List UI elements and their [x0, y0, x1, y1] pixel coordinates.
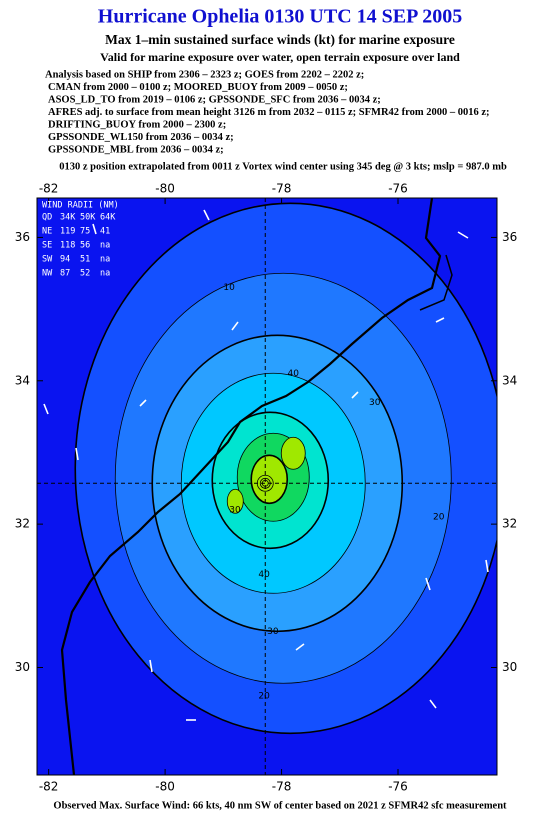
y-tick-label: 34 — [15, 373, 30, 387]
y-tick-label: 32 — [15, 517, 30, 531]
wind-field — [74, 202, 497, 734]
wind-radii-header: 64K — [100, 213, 116, 223]
wind-radii-cell: na — [100, 269, 110, 279]
x-tick-label: -78 — [272, 780, 292, 794]
wind-radii-cell: NW — [42, 269, 53, 279]
wind-radii-cell: 51 — [80, 255, 90, 265]
overlay: 40 30 20 40 30 20 10 30 -82 -82 -80 -80 -78 -78 -76 -76… — [15, 182, 518, 794]
analysis-line: GPSSONDE_WL150 from 2036 – 0034 z; — [48, 132, 234, 143]
y-tick-label: 32 — [502, 517, 517, 531]
wind-radii-cell: NE — [42, 227, 52, 237]
analysis-line: GPSSONDE_MBL from 2036 – 0034 z; — [48, 144, 224, 155]
wind-barbs — [43, 209, 489, 721]
wind-radii-header: QD — [42, 213, 52, 223]
wind-radii-header: 50K — [80, 213, 96, 223]
title: Hurricane Ophelia 0130 UTC 14 SEP 2005 — [98, 6, 462, 28]
plot-frame — [36, 197, 498, 776]
y-tick-label: 30 — [15, 660, 30, 674]
footer: Observed Max. Surface Wind: 66 kts, 40 n… — [53, 800, 507, 811]
x-tick-label: -76 — [388, 182, 408, 196]
x-tick-label: -82 — [39, 780, 59, 794]
wind-radii-cell: 94 — [60, 255, 70, 265]
analysis-notes: Analysis based on SHIP from 2306 – 2323 … — [45, 69, 490, 155]
contour-label: 10 — [223, 283, 235, 293]
wind-radii-title: WIND RADII (NM) — [42, 201, 119, 211]
contour-label: 30 — [369, 398, 381, 408]
wind-max — [280, 436, 306, 470]
wind-radii-cell: 41 — [100, 227, 110, 237]
wind-radii-cell: 56 — [80, 241, 90, 251]
y-tick-label: 36 — [502, 230, 517, 244]
y-tick-label: 36 — [15, 230, 30, 244]
wind-contour — [250, 454, 289, 505]
contour-label: 40 — [287, 369, 299, 379]
wind-radii-header: 34K — [60, 213, 76, 223]
x-tick-label: -76 — [388, 780, 408, 794]
contour-label: 20 — [433, 512, 445, 522]
x-tick-label: -78 — [272, 182, 292, 196]
wind-radii-cell: SE — [42, 241, 52, 251]
analysis-line: CMAN from 2000 – 0100 z; MOORED_BUOY fro… — [48, 82, 348, 93]
wind-radii-cell: SW — [42, 255, 53, 265]
wind-radii-cell: na — [100, 241, 110, 251]
y-tick-label: 30 — [502, 660, 517, 674]
wind-radii-cell: 75 — [80, 227, 90, 237]
subtitle: Valid for marine exposure over water, op… — [100, 50, 460, 64]
wind-radii-cell: 119 — [60, 227, 75, 237]
analysis-line: AFRES adj. to surface from mean height 3… — [48, 107, 490, 118]
coastline — [60, 198, 453, 775]
position-note: 0130 z position extrapolated from 0011 z… — [59, 161, 507, 172]
y-tick-label: 34 — [502, 373, 517, 387]
contour-label: 20 — [258, 692, 270, 702]
wind-radii-cell: 52 — [80, 269, 90, 279]
wind-radii-cell: 118 — [60, 241, 75, 251]
x-tick-label: -82 — [39, 182, 59, 196]
wind-max — [226, 488, 244, 514]
analysis-line: Analysis based on SHIP from 2306 – 2323 … — [45, 69, 364, 80]
analysis-line: ASOS_LD_TO from 2019 – 0106 z; GPSSONDE_… — [48, 94, 381, 105]
contour-label: 30 — [229, 505, 241, 515]
x-tick-label: -80 — [155, 780, 175, 794]
x-tick-label: -80 — [155, 182, 175, 196]
wind-radii-cell: 87 — [60, 269, 70, 279]
contour-label: 40 — [258, 570, 270, 580]
wind-radii-cell: na — [100, 255, 110, 265]
analysis-line: DRIFTING_BUOY from 2000 – 2300 z; — [48, 119, 226, 130]
subtitle: Max 1–min sustained surface winds (kt) f… — [105, 32, 455, 47]
contour-label: 30 — [267, 627, 279, 637]
